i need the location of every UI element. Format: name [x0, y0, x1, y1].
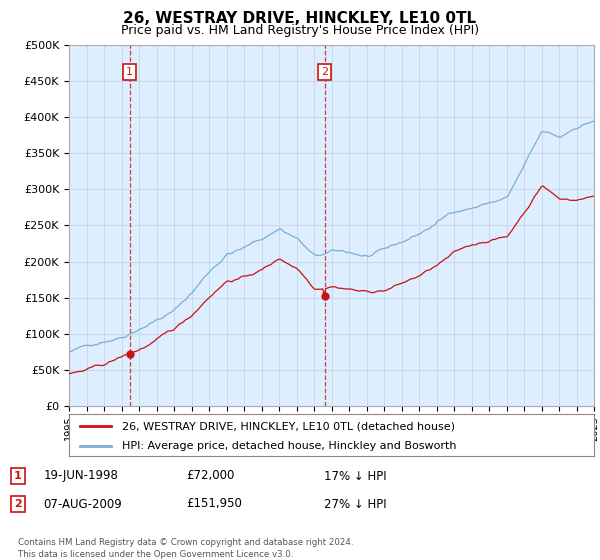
Text: £72,000: £72,000	[186, 469, 235, 483]
Text: 1: 1	[14, 471, 22, 481]
Text: 2: 2	[321, 67, 328, 77]
Text: 26, WESTRAY DRIVE, HINCKLEY, LE10 0TL: 26, WESTRAY DRIVE, HINCKLEY, LE10 0TL	[124, 11, 476, 26]
Text: 2: 2	[14, 499, 22, 509]
Text: Price paid vs. HM Land Registry's House Price Index (HPI): Price paid vs. HM Land Registry's House …	[121, 24, 479, 37]
Text: HPI: Average price, detached house, Hinckley and Bosworth: HPI: Average price, detached house, Hinc…	[121, 441, 456, 451]
Text: 27% ↓ HPI: 27% ↓ HPI	[324, 497, 386, 511]
Text: £151,950: £151,950	[186, 497, 242, 511]
Text: Contains HM Land Registry data © Crown copyright and database right 2024.
This d: Contains HM Land Registry data © Crown c…	[18, 538, 353, 559]
Text: 19-JUN-1998: 19-JUN-1998	[43, 469, 118, 483]
Text: 07-AUG-2009: 07-AUG-2009	[43, 497, 122, 511]
Text: 26, WESTRAY DRIVE, HINCKLEY, LE10 0TL (detached house): 26, WESTRAY DRIVE, HINCKLEY, LE10 0TL (d…	[121, 421, 455, 431]
Text: 1: 1	[126, 67, 133, 77]
Text: 17% ↓ HPI: 17% ↓ HPI	[324, 469, 386, 483]
